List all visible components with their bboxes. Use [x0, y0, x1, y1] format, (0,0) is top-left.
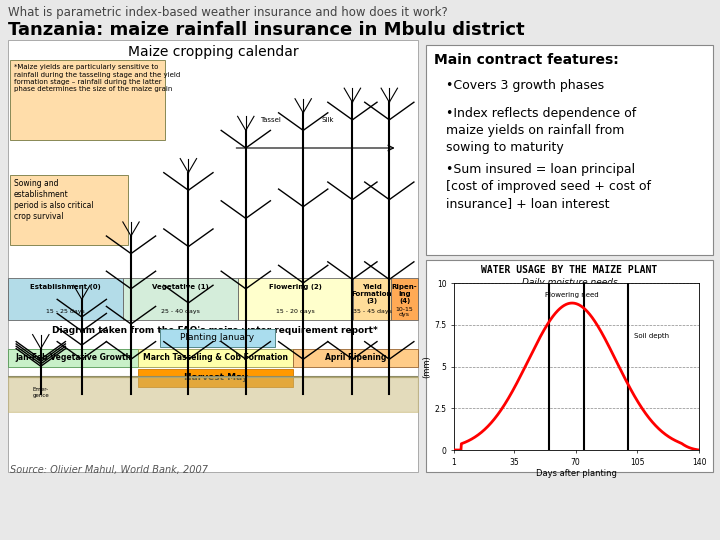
Y-axis label: (mm): (mm): [423, 355, 431, 378]
Bar: [10, 60, 165, 140]
Bar: [391, 278, 418, 320]
Text: WATER USAGE BY THE MAIZE PLANT: WATER USAGE BY THE MAIZE PLANT: [482, 265, 657, 275]
Bar: [8, 40, 418, 472]
Bar: [138, 349, 293, 367]
Text: Flowering (2): Flowering (2): [269, 284, 322, 290]
Text: April Ripening: April Ripening: [325, 354, 386, 362]
Text: Sowing and
establishment
period is also critical
crop survival: Sowing and establishment period is also …: [14, 179, 94, 221]
Bar: [138, 369, 293, 387]
Text: Yield
Formation
(3): Yield Formation (3): [352, 284, 392, 304]
Text: Emer-
gence: Emer- gence: [32, 387, 49, 398]
Bar: [238, 278, 353, 320]
Text: Daily moisture needs: Daily moisture needs: [521, 278, 617, 287]
Text: Establishment (0): Establishment (0): [30, 284, 101, 290]
Text: Diagram taken from the FAO's maize water requirement report*: Diagram taken from the FAO's maize water…: [52, 326, 378, 335]
Text: Tassel: Tassel: [260, 117, 281, 123]
Text: •Sum insured = loan principal
[cost of improved seed + cost of
insurance] + loan: •Sum insured = loan principal [cost of i…: [446, 163, 651, 210]
Bar: [160, 329, 275, 347]
Text: Source: Olivier Mahul, World Bank, 2007: Source: Olivier Mahul, World Bank, 2007: [10, 465, 208, 475]
Bar: [8, 349, 138, 367]
Text: 15 - 20 days: 15 - 20 days: [276, 309, 315, 314]
Bar: [10, 175, 128, 245]
Text: 25 - 40 days: 25 - 40 days: [161, 309, 200, 314]
Text: Main contract features:: Main contract features:: [434, 53, 618, 67]
Text: 15 - 25 days: 15 - 25 days: [46, 309, 85, 314]
Text: Harvest May: Harvest May: [184, 374, 248, 382]
Bar: [8, 278, 123, 320]
Text: Jan-Feb Vegetative Growth: Jan-Feb Vegetative Growth: [15, 354, 131, 362]
Text: Vegetative (1): Vegetative (1): [152, 284, 209, 290]
Text: Silk: Silk: [322, 117, 334, 123]
Text: Tanzania: maize rainfall insurance in Mbulu district: Tanzania: maize rainfall insurance in Mb…: [8, 21, 525, 39]
Bar: [123, 278, 238, 320]
Bar: [426, 260, 713, 472]
Text: *Maize yields are particularly sensitive to
rainfall during the tasseling stage : *Maize yields are particularly sensitive…: [14, 64, 180, 92]
Bar: [353, 278, 391, 320]
Text: Ripen-
ing
(4): Ripen- ing (4): [392, 284, 418, 304]
Text: •Covers 3 growth phases: •Covers 3 growth phases: [446, 79, 604, 92]
Text: Soil depth: Soil depth: [634, 333, 669, 340]
Text: What is parametric index-based weather insurance and how does it work?: What is parametric index-based weather i…: [8, 6, 448, 19]
Bar: [426, 45, 713, 255]
Text: Planting January: Planting January: [181, 334, 255, 342]
X-axis label: Days after planting: Days after planting: [536, 469, 617, 478]
Text: 10-15
dys: 10-15 dys: [395, 307, 413, 318]
Text: 35 - 45 days: 35 - 45 days: [353, 309, 392, 314]
Text: •Index reflects dependence of
maize yields on rainfall from
sowing to maturity: •Index reflects dependence of maize yiel…: [446, 107, 636, 154]
Text: Flowering need: Flowering need: [545, 292, 599, 298]
Text: March Tasseling & Cob Formation: March Tasseling & Cob Formation: [143, 354, 288, 362]
Bar: [293, 349, 418, 367]
Text: Maize cropping calendar: Maize cropping calendar: [127, 45, 298, 59]
